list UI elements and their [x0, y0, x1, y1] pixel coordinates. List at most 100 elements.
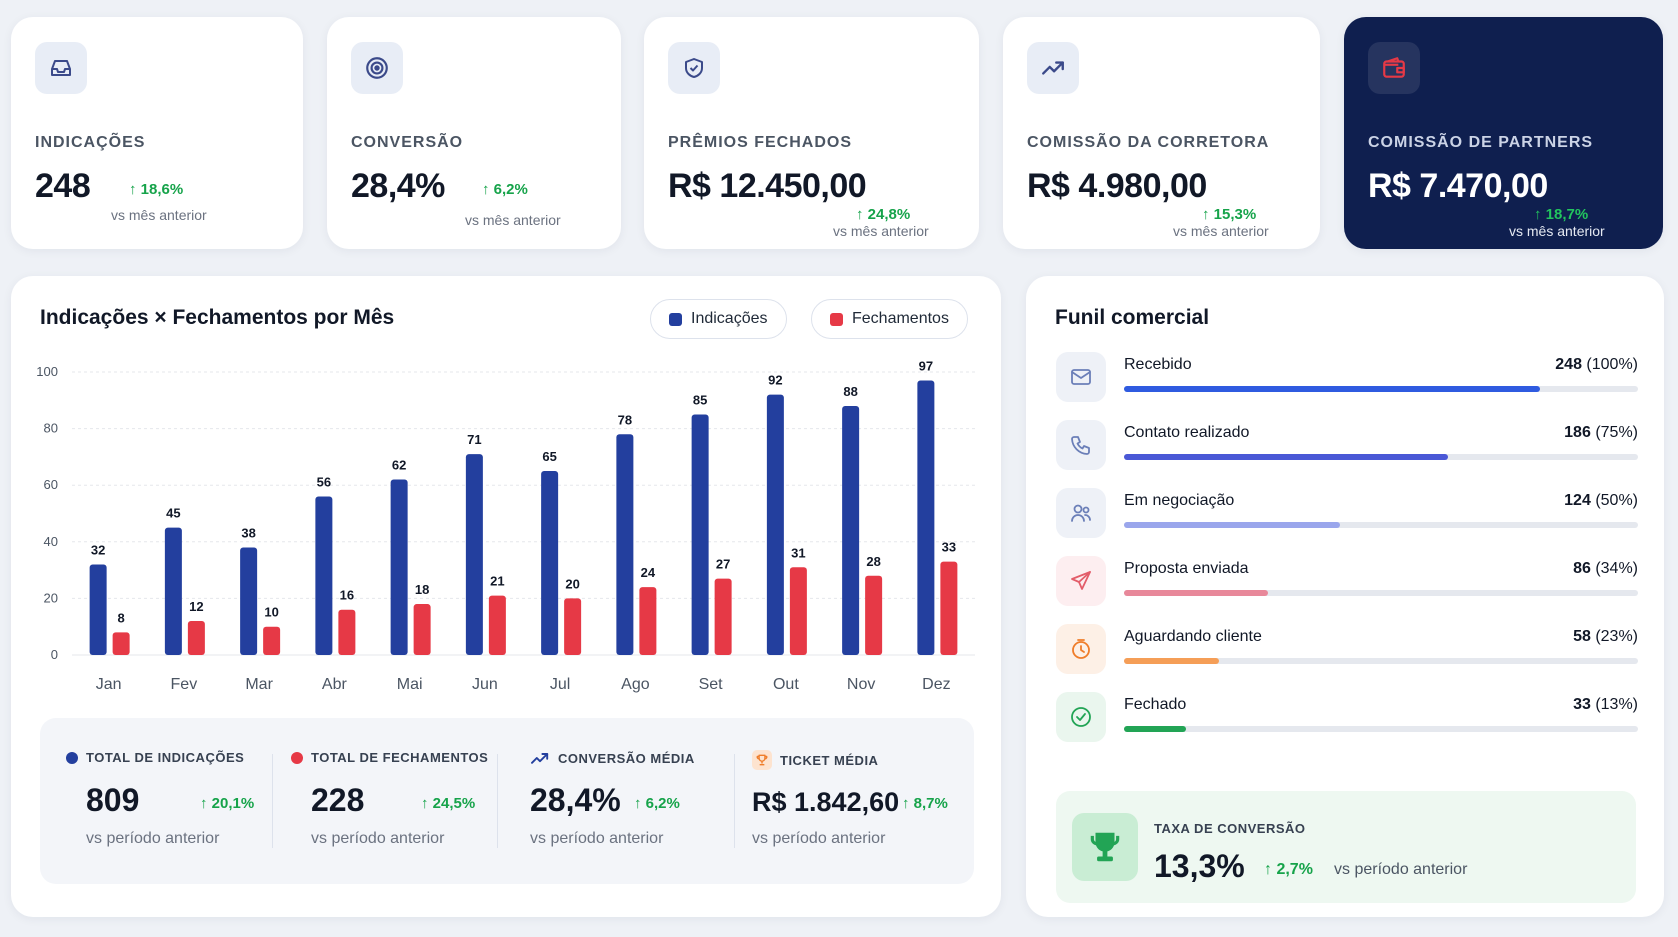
- bar-fechamentos[interactable]: [338, 609, 356, 655]
- kpi-trend: ↑ 18,6%: [129, 181, 184, 198]
- kpi-card-comissao-corretora: COMISSÃO DA CORRETORA R$ 4.980,00 ↑ 15,3…: [1003, 17, 1320, 249]
- progress-fill: [1124, 726, 1186, 732]
- data-label: 8: [118, 610, 125, 625]
- bar-indicacoes[interactable]: [616, 434, 634, 655]
- data-label: 78: [618, 412, 632, 427]
- data-label: 88: [843, 384, 857, 399]
- bar-fechamentos[interactable]: [112, 632, 130, 655]
- series-dot: [66, 751, 78, 764]
- conversion-trend: ↑ 2,7%: [1264, 861, 1313, 878]
- bar-fechamentos[interactable]: [413, 604, 431, 655]
- kpi-subtitle: vs mês anterior: [111, 207, 207, 223]
- funnel-stage-row[interactable]: Em negociação 124 (50%): [1056, 488, 1638, 542]
- funnel-stage-count: 86: [1573, 560, 1591, 577]
- inbox-icon: [35, 42, 87, 94]
- wallet-icon: [1368, 42, 1420, 94]
- bar-indicacoes[interactable]: [89, 564, 107, 655]
- legend-swatch: [830, 312, 843, 326]
- funnel-stage-label: Contato realizado: [1124, 424, 1250, 441]
- progress-fill: [1124, 590, 1268, 596]
- legend-indicacoes[interactable]: Indicações: [650, 299, 787, 339]
- bar-indicacoes[interactable]: [390, 479, 408, 655]
- bar-indicacoes[interactable]: [240, 547, 258, 655]
- bar-fechamentos[interactable]: [263, 626, 281, 655]
- funnel-stage-row[interactable]: Aguardando cliente 58 (23%): [1056, 624, 1638, 678]
- kpi-value: R$ 7.470,00: [1368, 167, 1548, 205]
- summary-label: CONVERSÃO MÉDIA: [558, 750, 695, 766]
- chart-title: Indicações × Fechamentos por Mês: [40, 306, 395, 329]
- bar-fechamentos[interactable]: [564, 598, 582, 655]
- data-label: 71: [467, 432, 481, 447]
- bar-fechamentos[interactable]: [714, 578, 732, 655]
- kpi-label: COMISSÃO DA CORRETORA: [1027, 134, 1270, 151]
- bar-indicacoes[interactable]: [917, 380, 935, 655]
- data-label: 92: [768, 373, 782, 388]
- bar-fechamentos[interactable]: [789, 567, 807, 655]
- bar-fechamentos[interactable]: [488, 595, 506, 655]
- funnel-stage-count: 58: [1573, 628, 1591, 645]
- kpi-subtitle: vs mês anterior: [1173, 223, 1269, 239]
- bar-indicacoes[interactable]: [465, 454, 483, 655]
- funnel-stage-pct: (34%): [1595, 560, 1638, 577]
- funnel-stage-pct: (23%): [1595, 628, 1638, 645]
- data-label: 85: [693, 392, 707, 407]
- funnel-stage-row[interactable]: Fechado 33 (13%): [1056, 692, 1638, 746]
- data-label: 32: [91, 542, 105, 557]
- kpi-label: PRÊMIOS FECHADOS: [668, 134, 853, 151]
- kpi-trend: ↑ 18,7%: [1534, 206, 1589, 223]
- funnel-stage-label: Proposta enviada: [1124, 560, 1249, 577]
- bar-fechamentos[interactable]: [187, 621, 205, 655]
- x-tick-label: Dez: [922, 676, 950, 693]
- legend-fechamentos[interactable]: Fechamentos: [811, 299, 968, 339]
- progress-track: [1124, 590, 1638, 596]
- funnel-stage-label: Em negociação: [1124, 492, 1235, 509]
- bar-indicacoes[interactable]: [315, 496, 333, 655]
- trophy-icon: [752, 750, 772, 770]
- summary-trend: ↑ 6,2%: [634, 795, 680, 812]
- summary-subtitle: vs período anterior: [530, 830, 664, 847]
- funnel-stage-row[interactable]: Proposta enviada 86 (34%): [1056, 556, 1638, 610]
- funnel-stage-label: Recebido: [1124, 356, 1192, 373]
- funnel-stage-row[interactable]: Recebido 248 (100%): [1056, 352, 1638, 406]
- y-tick-label: 0: [51, 647, 58, 662]
- bar-fechamentos[interactable]: [639, 587, 657, 655]
- bar-indicacoes[interactable]: [842, 405, 860, 655]
- bar-indicacoes[interactable]: [164, 527, 182, 655]
- x-tick-label: Set: [699, 676, 724, 693]
- summary-subtitle: vs período anterior: [752, 830, 886, 847]
- funnel-stage-value: 86 (34%): [1573, 560, 1638, 578]
- clock-icon: [1056, 624, 1106, 674]
- divider: [734, 754, 735, 848]
- summary-total-fechamentos: TOTAL DE FECHAMENTOS 228 ↑ 24,5% vs perí…: [291, 718, 516, 884]
- funnel-stage-count: 33: [1573, 696, 1591, 713]
- summary-subtitle: vs período anterior: [311, 830, 445, 847]
- x-tick-label: Jan: [96, 676, 122, 693]
- legend-swatch: [669, 312, 682, 326]
- trophy-icon: [1072, 813, 1138, 881]
- conversion-label: TAXA DE CONVERSÃO: [1154, 821, 1306, 836]
- progress-track: [1124, 658, 1638, 664]
- summary-label-wrap: CONVERSÃO MÉDIA: [530, 750, 695, 766]
- x-tick-label: Jun: [472, 676, 498, 693]
- shield-check-icon: [668, 42, 720, 94]
- data-label: 18: [415, 582, 429, 597]
- y-tick-label: 40: [44, 534, 58, 549]
- progress-fill: [1124, 386, 1541, 392]
- summary-label-wrap: TOTAL DE FECHAMENTOS: [291, 750, 488, 765]
- funnel-stage-row[interactable]: Contato realizado 186 (75%): [1056, 420, 1638, 474]
- y-tick-label: 60: [44, 477, 58, 492]
- funnel-stage-count: 186: [1564, 424, 1591, 441]
- data-label: 16: [340, 588, 354, 603]
- funnel-stage-value: 248 (100%): [1555, 356, 1638, 374]
- funnel-stage-pct: (13%): [1595, 696, 1638, 713]
- summary-label-wrap: TICKET MÉDIA: [752, 750, 878, 770]
- progress-fill: [1124, 658, 1220, 664]
- bar-fechamentos[interactable]: [865, 575, 883, 655]
- bar-indicacoes[interactable]: [541, 471, 559, 655]
- kpi-value: 248: [35, 167, 91, 205]
- users-icon: [1056, 488, 1106, 538]
- bar-fechamentos[interactable]: [940, 561, 958, 655]
- bar-indicacoes[interactable]: [766, 394, 784, 655]
- bar-indicacoes[interactable]: [691, 414, 709, 655]
- data-label: 56: [317, 475, 331, 490]
